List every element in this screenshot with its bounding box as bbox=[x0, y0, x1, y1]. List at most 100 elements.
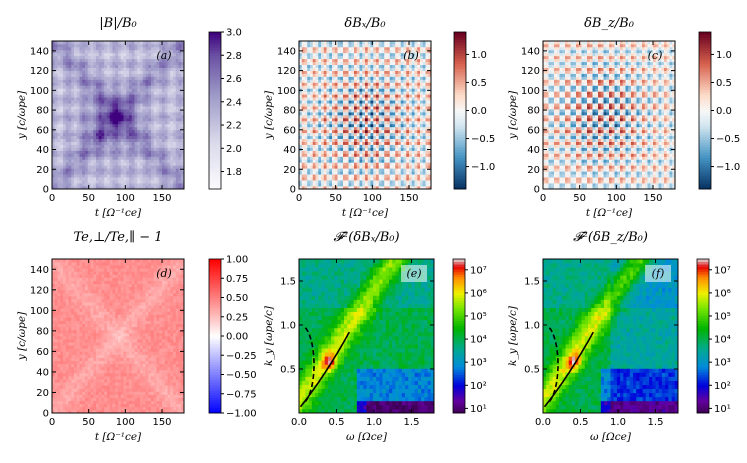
colorbar-tick-label: 10⁵ bbox=[714, 311, 731, 322]
y-tick-label: 80 bbox=[36, 326, 49, 337]
x-tick-label: 0 bbox=[296, 193, 302, 204]
x-tick-label: 50 bbox=[329, 193, 342, 204]
x-tick-label: 100 bbox=[116, 193, 135, 204]
y-tick-label: 0 bbox=[43, 185, 49, 196]
colorbar-tick-label: 10³ bbox=[714, 358, 731, 369]
x-tick-label: 1.5 bbox=[404, 417, 420, 428]
y-tick-label: 0 bbox=[534, 185, 540, 196]
heatmap-cells bbox=[52, 259, 185, 414]
heatmap-cells bbox=[299, 259, 435, 414]
colorbar: 1.8 2.0 2.2 2.4 2.6 2.8 3.0 bbox=[208, 28, 242, 190]
colorbar-tick-label: −1.0 bbox=[716, 162, 740, 173]
colorbar-tick-label: 0.50 bbox=[226, 293, 248, 304]
y-tick-label: 120 bbox=[30, 66, 49, 77]
y-tick-label: 40 bbox=[36, 145, 49, 156]
x-tick-label: 50 bbox=[573, 193, 586, 204]
colorbar-tick-label: 10⁴ bbox=[470, 335, 487, 346]
colorbar-tick-label: 0.25 bbox=[226, 312, 248, 323]
y-tick-label: 60 bbox=[36, 347, 49, 358]
y-tick-label: 140 bbox=[30, 46, 49, 57]
y-tick-label: 80 bbox=[36, 106, 49, 117]
y-tick-label: 20 bbox=[36, 165, 49, 176]
colorbar-tick-label: −0.50 bbox=[226, 370, 257, 381]
dispersion-solid-curve bbox=[543, 331, 594, 408]
colorbar-tick-label: 0.5 bbox=[716, 78, 732, 89]
axes-frame bbox=[298, 40, 432, 190]
panel-title: 𝓕²(δBₓ/B₀) bbox=[333, 230, 399, 245]
colorbar-tick-label: 10⁶ bbox=[714, 288, 731, 299]
y-axis-label: y [c/ωpe] bbox=[507, 90, 519, 140]
dispersion-solid-curve bbox=[299, 331, 350, 408]
heatmap-cells bbox=[299, 41, 432, 190]
y-tick-label: 140 bbox=[277, 46, 296, 57]
y-tick-label: 1.5 bbox=[524, 277, 540, 288]
colorbar-tick-label: −1.0 bbox=[471, 162, 495, 173]
colorbar-tick-label: 10² bbox=[714, 381, 731, 392]
x-tick-label: 100 bbox=[363, 193, 382, 204]
colorbar-tick-label: 1.0 bbox=[716, 50, 732, 61]
colorbar-tick-label: 2.0 bbox=[226, 144, 242, 155]
colorbar-tick-label: −0.5 bbox=[716, 134, 740, 145]
colorbar-tick-label: 0.5 bbox=[471, 78, 487, 89]
panel-label: (d) bbox=[156, 267, 172, 280]
y-tick-label: 60 bbox=[283, 125, 296, 136]
panel-title: 𝓕²(δB_z/B₀) bbox=[573, 230, 648, 245]
colorbar-tick-label: 10¹ bbox=[714, 404, 731, 415]
y-tick-label: 1.0 bbox=[280, 321, 296, 332]
colorbar-tick-label: 10¹ bbox=[470, 404, 487, 415]
y-tick-label: 140 bbox=[521, 46, 540, 57]
dispersion-dashed-curve bbox=[304, 327, 315, 402]
colorbar: −1.0 −0.5 0.0 0.5 1.0 bbox=[698, 31, 740, 190]
x-tick-label: 150 bbox=[152, 417, 171, 428]
colorbar-tick-label: 1.0 bbox=[471, 50, 487, 61]
x-axis-label: t [Ω⁻¹ce] bbox=[586, 207, 633, 219]
x-tick-label: 150 bbox=[643, 193, 662, 204]
colorbar-tick-label: 2.2 bbox=[226, 121, 242, 132]
y-axis-label: k_y [ωpe/c] bbox=[507, 305, 519, 366]
y-tick-label: 80 bbox=[283, 106, 296, 117]
heatmap-cells bbox=[543, 41, 676, 190]
colorbar-tick-label: 10⁷ bbox=[714, 265, 731, 276]
colorbar-tick-label: 1.00 bbox=[226, 255, 248, 266]
colorbar-tick-label: 1.8 bbox=[226, 167, 242, 178]
colorbar-tick-label: 10² bbox=[470, 381, 487, 392]
heatmap-cells bbox=[543, 259, 679, 414]
y-tick-label: 60 bbox=[36, 125, 49, 136]
y-tick-label: 40 bbox=[283, 145, 296, 156]
colorbar-tick-label: 10³ bbox=[470, 358, 487, 369]
colorbar: 10¹ 10² 10³ 10⁴ 10⁵ 10⁶ 10⁷ bbox=[696, 258, 731, 415]
x-tick-label: 0.0 bbox=[291, 417, 307, 428]
axes-frame bbox=[542, 40, 676, 190]
panel-e: 0.0 0.5 1.0 1.5 0.5 1.0 1.5 𝓕²(δBₓ/B₀) ω [Ωce] k_… bbox=[263, 230, 487, 443]
y-tick-label: 120 bbox=[521, 66, 540, 77]
y-tick-label: 0.5 bbox=[280, 365, 296, 376]
panel-label: (b) bbox=[403, 49, 419, 62]
colorbar: −1.00 −0.75 −0.50 −0.25 0.00 0.25 0.50 0.75 1.00 bbox=[208, 255, 257, 420]
panel-label: (a) bbox=[156, 49, 171, 62]
dispersion-dashed-curve bbox=[548, 327, 559, 402]
colorbar-tick-label: 10⁵ bbox=[470, 311, 487, 322]
axes-frame bbox=[298, 258, 435, 414]
colorbar-tick-label: −0.75 bbox=[226, 389, 257, 400]
x-tick-label: 0 bbox=[49, 193, 55, 204]
colorbar-tick-label: 0.0 bbox=[716, 106, 732, 117]
x-tick-label: 0.5 bbox=[573, 417, 589, 428]
axes-frame bbox=[51, 40, 185, 190]
y-tick-label: 0.5 bbox=[524, 365, 540, 376]
colorbar-tick-label: −1.00 bbox=[226, 409, 257, 420]
x-axis-label: t [Ω⁻¹ce] bbox=[95, 431, 142, 443]
y-tick-label: 120 bbox=[30, 285, 49, 296]
panel-c: 0 50 100 150 0 20 40 60 80 100 120 140 δB_z/B₀t [Ω⁻¹… bbox=[507, 16, 740, 219]
panel-title: |B|/B₀ bbox=[99, 16, 137, 31]
colorbar: 10¹ 10² 10³ 10⁴ 10⁵ 10⁶ 10⁷ bbox=[452, 258, 487, 415]
x-tick-label: 100 bbox=[116, 417, 135, 428]
x-tick-label: 100 bbox=[607, 193, 626, 204]
panel-label: (e) bbox=[406, 267, 421, 280]
panel-b: 0 50 100 150 0 20 40 60 80 100 120 140 δBₓ/B₀ t [Ω⁻¹c… bbox=[263, 16, 495, 219]
y-tick-label: 100 bbox=[277, 86, 296, 97]
axes-frame bbox=[51, 258, 185, 414]
x-axis-label: t [Ω⁻¹ce] bbox=[95, 207, 142, 219]
colorbar-tick-label: 2.8 bbox=[226, 51, 242, 62]
colorbar: −1.0 −0.5 0.0 0.5 1.0 bbox=[453, 31, 495, 190]
